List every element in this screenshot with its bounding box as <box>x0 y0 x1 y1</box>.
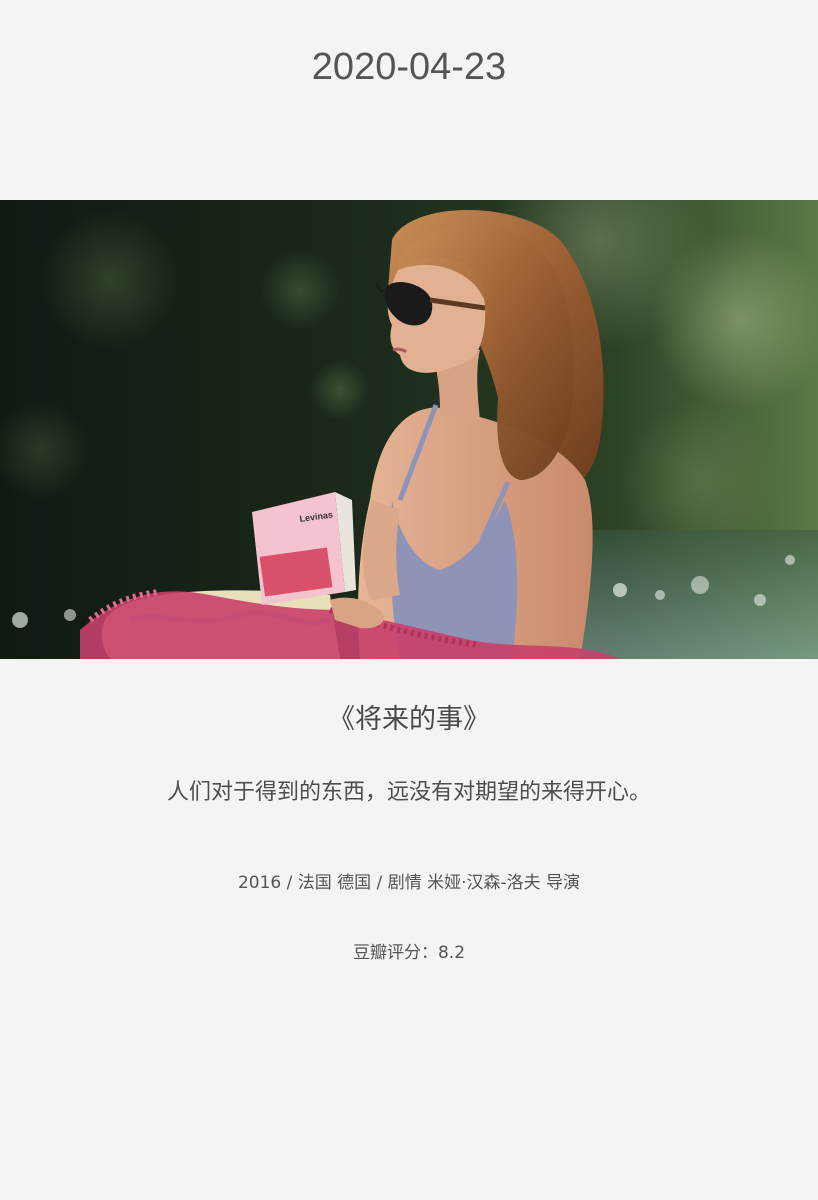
douban-rating: 豆瓣评分：8.2 <box>352 943 466 963</box>
date-label: 2020-04-23 <box>311 46 507 88</box>
movie-quote: 人们对于得到的东西，远没有对期望的来得开心。 <box>166 780 651 805</box>
movie-title: 《将来的事》 <box>328 704 490 735</box>
movie-still-image: Levinas <box>0 200 818 659</box>
movie-meta-info: 2016 / 法国 德国 / 剧情 米娅·汉森-洛夫 导演 <box>237 873 581 893</box>
book-cover-title: Levinas <box>299 509 334 524</box>
